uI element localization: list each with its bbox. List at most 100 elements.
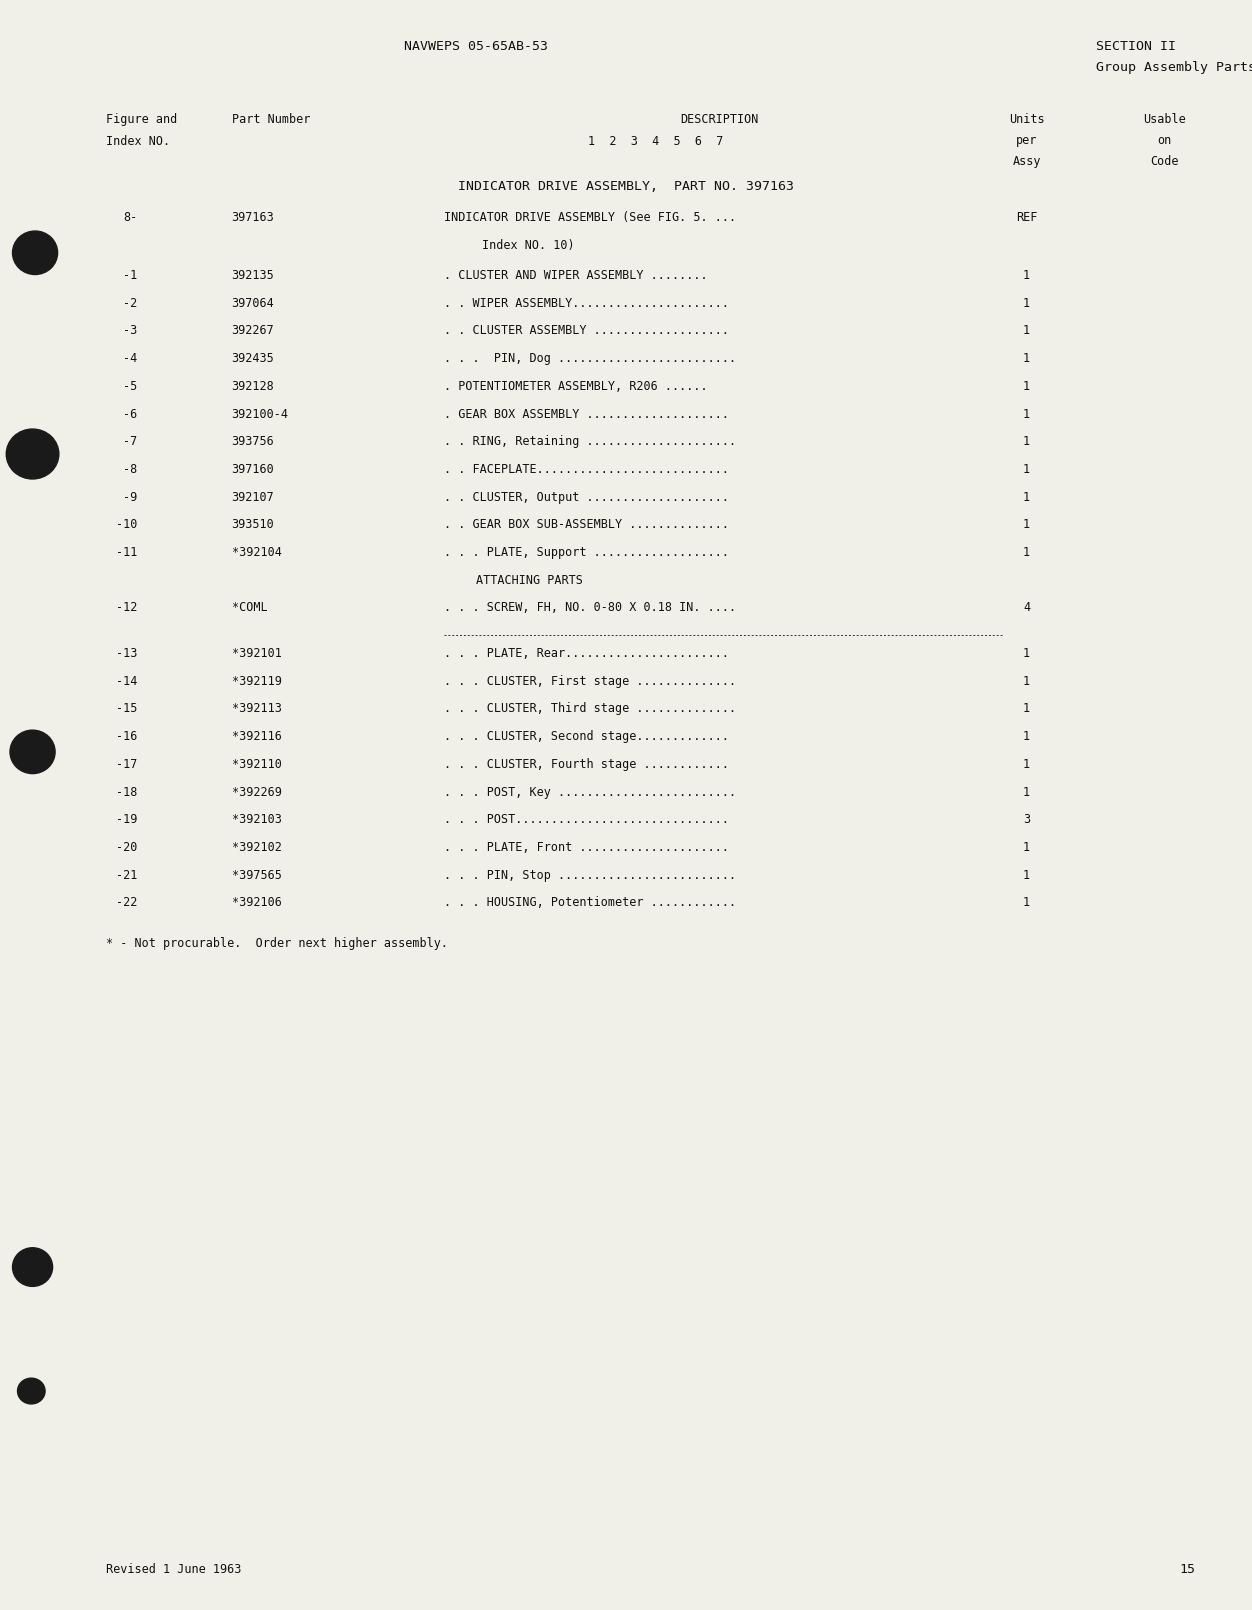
Text: -10: -10 [116,518,138,531]
Text: 1: 1 [1023,464,1030,477]
Ellipse shape [13,1248,53,1286]
Text: 397163: 397163 [232,211,274,224]
Text: Units: Units [1009,113,1044,126]
Text: 1: 1 [1023,647,1030,660]
Text: 1: 1 [1023,840,1030,853]
Text: Part Number: Part Number [232,113,310,126]
Text: . . .  PIN, Dog .........................: . . . PIN, Dog ......................... [444,353,736,365]
Text: 393756: 393756 [232,435,274,448]
Text: -15: -15 [116,702,138,715]
Text: . . FACEPLATE...........................: . . FACEPLATE........................... [444,464,730,477]
Text: *392110: *392110 [232,758,282,771]
Text: *392104: *392104 [232,546,282,559]
Text: . . CLUSTER ASSEMBLY ...................: . . CLUSTER ASSEMBLY ................... [444,325,730,338]
Text: 1: 1 [1023,675,1030,687]
Text: . . . CLUSTER, Fourth stage ............: . . . CLUSTER, Fourth stage ............ [444,758,730,771]
Text: *392116: *392116 [232,729,282,744]
Text: . . . PLATE, Support ...................: . . . PLATE, Support ................... [444,546,730,559]
Text: INDICATOR DRIVE ASSEMBLY (See FIG. 5. ...: INDICATOR DRIVE ASSEMBLY (See FIG. 5. ..… [444,211,736,224]
Text: 397064: 397064 [232,296,274,309]
Text: -8: -8 [124,464,138,477]
Text: Assy: Assy [1013,155,1040,167]
Text: . . . SCREW, FH, NO. 0-80 X 0.18 IN. ....: . . . SCREW, FH, NO. 0-80 X 0.18 IN. ...… [444,602,736,615]
Text: -12: -12 [116,602,138,615]
Text: 1: 1 [1023,702,1030,715]
Text: -19: -19 [116,813,138,826]
Text: 1: 1 [1023,407,1030,420]
Text: 392135: 392135 [232,269,274,282]
Text: ATTACHING PARTS: ATTACHING PARTS [476,573,582,586]
Text: *392101: *392101 [232,647,282,660]
Text: on: on [1157,134,1172,147]
Text: 1: 1 [1023,296,1030,309]
Text: -9: -9 [124,491,138,504]
Text: 397160: 397160 [232,464,274,477]
Text: 1: 1 [1023,353,1030,365]
Text: per: per [1015,134,1038,147]
Text: . . . HOUSING, Potentiometer ............: . . . HOUSING, Potentiometer ...........… [444,897,736,910]
Text: -20: -20 [116,840,138,853]
Text: 1: 1 [1023,786,1030,799]
Text: . . CLUSTER, Output ....................: . . CLUSTER, Output .................... [444,491,730,504]
Ellipse shape [10,729,55,773]
Text: -6: -6 [124,407,138,420]
Text: 8-: 8- [124,211,138,224]
Text: -18: -18 [116,786,138,799]
Text: . . . CLUSTER, Second stage.............: . . . CLUSTER, Second stage............. [444,729,730,744]
Text: 15: 15 [1179,1563,1196,1576]
Text: . GEAR BOX ASSEMBLY ....................: . GEAR BOX ASSEMBLY .................... [444,407,730,420]
Text: 392435: 392435 [232,353,274,365]
Text: INDICATOR DRIVE ASSEMBLY,  PART NO. 397163: INDICATOR DRIVE ASSEMBLY, PART NO. 39716… [458,180,794,193]
Text: *392119: *392119 [232,675,282,687]
Text: 1: 1 [1023,897,1030,910]
Text: 1: 1 [1023,380,1030,393]
Text: . . . POST, Key .........................: . . . POST, Key ........................… [444,786,736,799]
Text: 1: 1 [1023,546,1030,559]
Text: REF: REF [1015,211,1038,224]
Text: 392267: 392267 [232,325,274,338]
Text: *392102: *392102 [232,840,282,853]
Text: -17: -17 [116,758,138,771]
Text: -3: -3 [124,325,138,338]
Text: -7: -7 [124,435,138,448]
Text: Index NO.: Index NO. [106,135,170,148]
Text: 1: 1 [1023,325,1030,338]
Text: *392269: *392269 [232,786,282,799]
Text: DESCRIPTION: DESCRIPTION [681,113,759,126]
Text: 1: 1 [1023,758,1030,771]
Text: . . . POST..............................: . . . POST.............................. [444,813,730,826]
Text: 393510: 393510 [232,518,274,531]
Text: -5: -5 [124,380,138,393]
Text: 392100-4: 392100-4 [232,407,289,420]
Text: NAVWEPS 05-65AB-53: NAVWEPS 05-65AB-53 [403,40,548,53]
Text: *397565: *397565 [232,868,282,882]
Text: *COML: *COML [232,602,267,615]
Text: -16: -16 [116,729,138,744]
Text: . . . PLATE, Front .....................: . . . PLATE, Front ..................... [444,840,730,853]
Text: 1: 1 [1023,269,1030,282]
Text: . . . CLUSTER, First stage ..............: . . . CLUSTER, First stage .............… [444,675,736,687]
Text: . . GEAR BOX SUB-ASSEMBLY ..............: . . GEAR BOX SUB-ASSEMBLY .............. [444,518,730,531]
Text: . CLUSTER AND WIPER ASSEMBLY ........: . CLUSTER AND WIPER ASSEMBLY ........ [444,269,709,282]
Text: 3: 3 [1023,813,1030,826]
Text: . . . PLATE, Rear.......................: . . . PLATE, Rear....................... [444,647,730,660]
Ellipse shape [13,232,58,274]
Text: Index NO. 10): Index NO. 10) [482,238,575,251]
Text: Revised 1 June 1963: Revised 1 June 1963 [106,1563,242,1576]
Text: -1: -1 [124,269,138,282]
Text: 392107: 392107 [232,491,274,504]
Ellipse shape [6,430,59,480]
Text: *392106: *392106 [232,897,282,910]
Text: -11: -11 [116,546,138,559]
Text: -21: -21 [116,868,138,882]
Text: . . RING, Retaining .....................: . . RING, Retaining ....................… [444,435,736,448]
Text: -2: -2 [124,296,138,309]
Text: Code: Code [1151,155,1178,167]
Text: 4: 4 [1023,602,1030,615]
Text: -4: -4 [124,353,138,365]
Text: 1: 1 [1023,868,1030,882]
Text: 1: 1 [1023,518,1030,531]
Text: 392128: 392128 [232,380,274,393]
Text: *392103: *392103 [232,813,282,826]
Text: SECTION II: SECTION II [1096,40,1176,53]
